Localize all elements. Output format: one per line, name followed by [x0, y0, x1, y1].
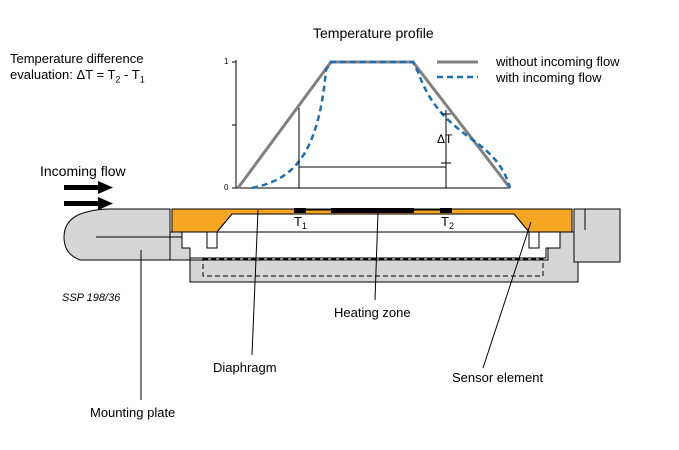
evaluation-formula-a: evaluation: ΔT = T — [10, 67, 116, 82]
mounting-plate-left — [63, 208, 171, 261]
profile-axes — [232, 60, 510, 189]
heating-zone-label: Heating zone — [334, 305, 411, 320]
incoming-flow-label: Incoming flow — [40, 163, 126, 179]
without-flow-curve — [236, 60, 512, 189]
evaluation-t1-sub: 1 — [139, 74, 145, 85]
leader-lines — [140, 209, 532, 400]
mounting-plate-label: Mounting plate — [90, 405, 176, 420]
evaluation-line2: evaluation: ΔT = T2 - T1 — [10, 67, 145, 88]
t1-sub: 1 — [301, 221, 307, 231]
t2-sub: 2 — [448, 221, 454, 231]
t2-label: T2 — [441, 215, 454, 233]
t1-label: T1 — [294, 215, 307, 233]
incoming-flow-arrows — [64, 181, 113, 210]
delta-t-label: ΔT — [437, 132, 453, 146]
diaphragm — [215, 213, 531, 233]
evaluation-line1: Temperature difference — [10, 51, 144, 66]
ssp-code: SSP 198/36 — [62, 292, 121, 304]
legend-without-label: without incoming flow — [496, 54, 620, 69]
sensor-element-label: Sensor element — [452, 370, 544, 385]
y-max-tick-label: 1 — [224, 57, 229, 66]
legend-with-label: with incoming flow — [496, 70, 602, 85]
y-min-tick-label: 0 — [224, 183, 229, 192]
channel-dashed — [202, 258, 544, 277]
delta-t-construction — [298, 108, 451, 188]
t1-letter: T — [294, 214, 302, 229]
chart-title: Temperature profile — [313, 25, 434, 41]
mounting-plate-right — [573, 208, 621, 263]
plate-cavity — [181, 231, 561, 259]
t2-letter: T — [441, 214, 449, 229]
evaluation-t2-sub: 2 — [115, 74, 121, 85]
diaphragm-label: Diaphragm — [213, 360, 277, 375]
evaluation-formula-b: - T — [120, 67, 140, 82]
with-flow-curve — [251, 60, 512, 190]
